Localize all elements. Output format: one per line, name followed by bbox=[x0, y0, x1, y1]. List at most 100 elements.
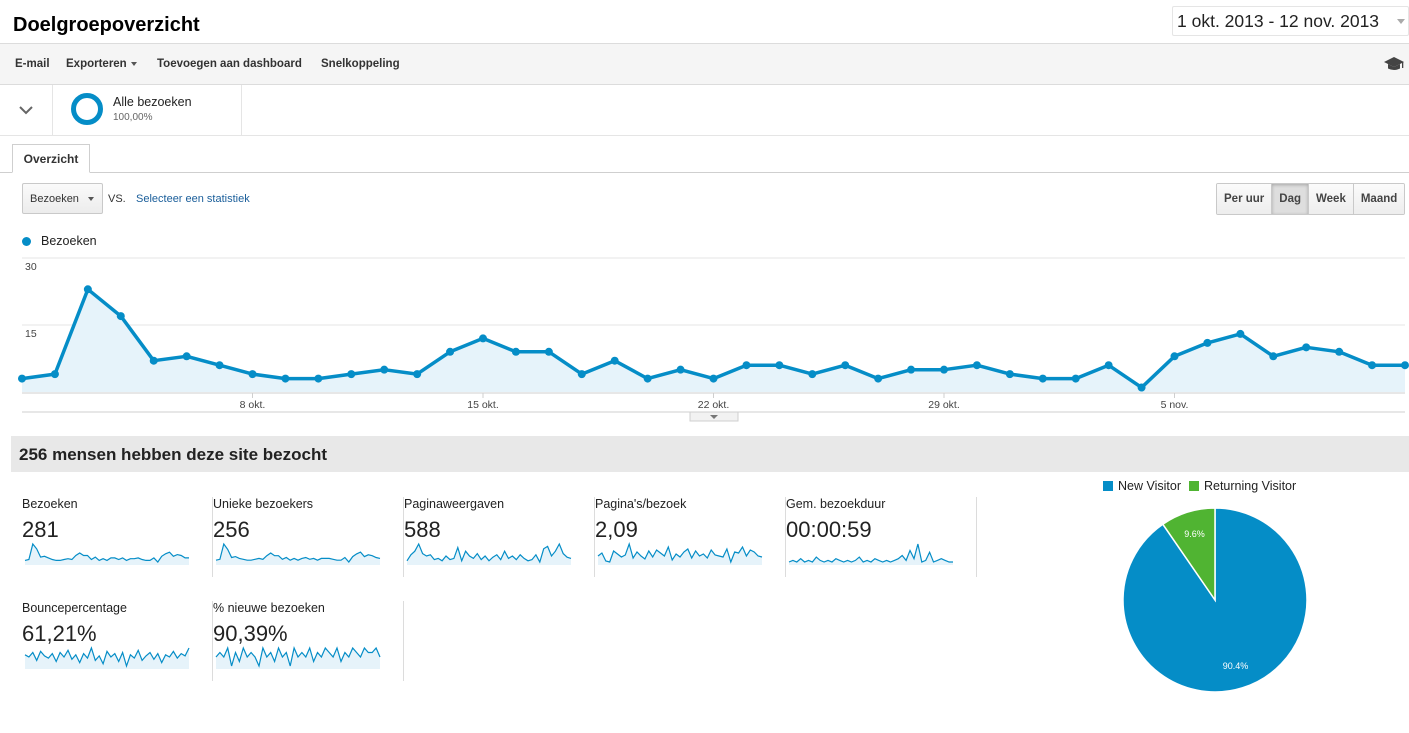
swatch-new-icon bbox=[1103, 481, 1113, 491]
data-point[interactable] bbox=[149, 356, 158, 365]
summary-header: 256 mensen hebben deze site bezocht bbox=[11, 436, 1409, 472]
data-point[interactable] bbox=[281, 374, 290, 383]
date-range-picker[interactable]: 1 okt. 2013 - 12 nov. 2013 bbox=[1172, 6, 1409, 36]
metric-tile[interactable]: Gem. bezoekduur 00:00:59 bbox=[786, 497, 977, 577]
metric-select[interactable]: Bezoeken bbox=[22, 183, 103, 214]
visitor-type-pie-chart[interactable]: 90.4% 9.6% bbox=[1100, 495, 1330, 705]
data-point[interactable] bbox=[182, 352, 191, 361]
segment-bar: Alle bezoeken 100,00% bbox=[0, 85, 1409, 136]
data-point[interactable] bbox=[1236, 329, 1245, 338]
metric-tile[interactable]: Bouncepercentage 61,21% bbox=[22, 601, 213, 681]
x-tick-label: 29 okt. bbox=[928, 399, 960, 411]
granularity-week-button[interactable]: Week bbox=[1309, 184, 1354, 214]
segment-toggle[interactable] bbox=[0, 85, 53, 135]
data-point[interactable] bbox=[643, 374, 652, 383]
data-point[interactable] bbox=[544, 347, 553, 356]
metric-tile[interactable]: Unieke bezoekers 256 bbox=[213, 497, 404, 577]
chevron-down-icon bbox=[1397, 19, 1405, 24]
legend-dot-icon bbox=[22, 236, 31, 246]
data-point[interactable] bbox=[1269, 352, 1278, 361]
metric-sparkline bbox=[597, 542, 763, 565]
data-point[interactable] bbox=[446, 347, 455, 356]
granularity-toggle: Per uur Dag Week Maand bbox=[1216, 183, 1406, 215]
shortcut-button[interactable]: Snelkoppeling bbox=[321, 58, 400, 70]
vs-label: VS. bbox=[108, 193, 126, 205]
data-point[interactable] bbox=[215, 361, 224, 370]
segment-card[interactable]: Alle bezoeken 100,00% bbox=[53, 85, 242, 135]
export-menu[interactable]: Exporteren bbox=[66, 58, 137, 70]
x-tick-label: 15 okt. bbox=[467, 399, 499, 411]
data-point[interactable] bbox=[1038, 374, 1047, 383]
metric-tile[interactable]: Bezoeken 281 bbox=[22, 497, 213, 577]
data-point[interactable] bbox=[314, 374, 323, 383]
pie-slice[interactable] bbox=[1161, 507, 1216, 603]
data-point[interactable] bbox=[610, 356, 619, 365]
chart-legend: Bezoeken bbox=[22, 234, 97, 248]
data-point[interactable] bbox=[83, 285, 92, 294]
metric-label: Pagina's/bezoek bbox=[595, 497, 687, 511]
data-point[interactable] bbox=[775, 361, 784, 370]
data-point[interactable] bbox=[841, 361, 850, 370]
metric-sparkline bbox=[215, 542, 381, 565]
select-statistic-link[interactable]: Selecteer een statistiek bbox=[136, 193, 250, 205]
metric-value: 256 bbox=[213, 517, 250, 542]
data-point[interactable] bbox=[1203, 338, 1212, 347]
area-fill bbox=[22, 289, 1405, 392]
metric-select-value: Bezoeken bbox=[30, 192, 79, 205]
graduation-cap-icon[interactable] bbox=[1383, 56, 1405, 77]
data-point[interactable] bbox=[1401, 361, 1409, 370]
data-point[interactable] bbox=[808, 370, 817, 379]
data-point[interactable] bbox=[479, 334, 487, 343]
data-point[interactable] bbox=[907, 365, 916, 374]
email-button[interactable]: E-mail bbox=[15, 58, 50, 70]
metric-sparkline bbox=[788, 543, 953, 565]
data-point[interactable] bbox=[248, 370, 257, 379]
granularity-hourly-button[interactable]: Per uur bbox=[1217, 184, 1273, 214]
page-title: Doelgroepoverzicht bbox=[13, 14, 200, 36]
export-label: Exporteren bbox=[66, 58, 127, 70]
pie-legend-new[interactable]: New Visitor bbox=[1103, 479, 1181, 493]
data-point[interactable] bbox=[380, 365, 389, 374]
data-point[interactable] bbox=[1302, 343, 1311, 352]
data-point[interactable] bbox=[940, 365, 948, 374]
metric-tile[interactable]: % nieuwe bezoeken 90,39% bbox=[213, 601, 404, 681]
report-toolbar: E-mail Exporteren Toevoegen aan dashboar… bbox=[0, 43, 1409, 85]
summary-title: 256 mensen hebben deze site bezocht bbox=[19, 445, 327, 464]
tab-overzicht[interactable]: Overzicht bbox=[12, 144, 90, 173]
data-point[interactable] bbox=[1071, 374, 1080, 383]
metric-tile[interactable]: Pagina's/bezoek 2,09 bbox=[595, 497, 786, 577]
data-point[interactable] bbox=[1368, 361, 1377, 370]
date-range-label: 1 okt. 2013 - 12 nov. 2013 bbox=[1177, 10, 1380, 31]
data-point[interactable] bbox=[116, 312, 125, 321]
data-point[interactable] bbox=[511, 347, 520, 356]
data-point[interactable] bbox=[347, 370, 356, 379]
data-point[interactable] bbox=[1005, 370, 1014, 379]
metric-value: 61,21% bbox=[22, 621, 97, 646]
metric-tile[interactable]: Paginaweergaven 588 bbox=[404, 497, 595, 577]
granularity-month-button[interactable]: Maand bbox=[1353, 184, 1405, 214]
caret-down-icon bbox=[130, 61, 137, 66]
granularity-day-button[interactable]: Dag bbox=[1272, 184, 1309, 214]
data-point[interactable] bbox=[413, 370, 422, 379]
pie-slice[interactable] bbox=[1122, 507, 1308, 693]
data-point[interactable] bbox=[50, 370, 59, 379]
data-point[interactable] bbox=[972, 361, 981, 370]
tab-divider bbox=[0, 172, 1409, 173]
metric-sparkline bbox=[406, 542, 572, 565]
data-point[interactable] bbox=[577, 370, 586, 379]
metric-label: Paginaweergaven bbox=[404, 497, 505, 511]
visits-line-chart[interactable]: 30 15 8 okt. 15 okt. 22 okt. 29 okt. 5 nov. bbox=[0, 250, 1409, 425]
x-tick-label: 22 okt. bbox=[698, 399, 730, 411]
data-point[interactable] bbox=[1170, 352, 1179, 361]
data-point[interactable] bbox=[676, 365, 685, 374]
data-point[interactable] bbox=[874, 374, 883, 383]
data-point[interactable] bbox=[18, 374, 26, 383]
data-point[interactable] bbox=[742, 361, 751, 370]
data-point[interactable] bbox=[1137, 383, 1146, 392]
pie-legend-returning[interactable]: Returning Visitor bbox=[1188, 479, 1296, 493]
metric-label: Unieke bezoekers bbox=[213, 497, 314, 511]
data-point[interactable] bbox=[709, 374, 718, 383]
add-to-dashboard-button[interactable]: Toevoegen aan dashboard bbox=[157, 58, 302, 70]
data-point[interactable] bbox=[1104, 361, 1113, 370]
data-point[interactable] bbox=[1335, 347, 1344, 356]
